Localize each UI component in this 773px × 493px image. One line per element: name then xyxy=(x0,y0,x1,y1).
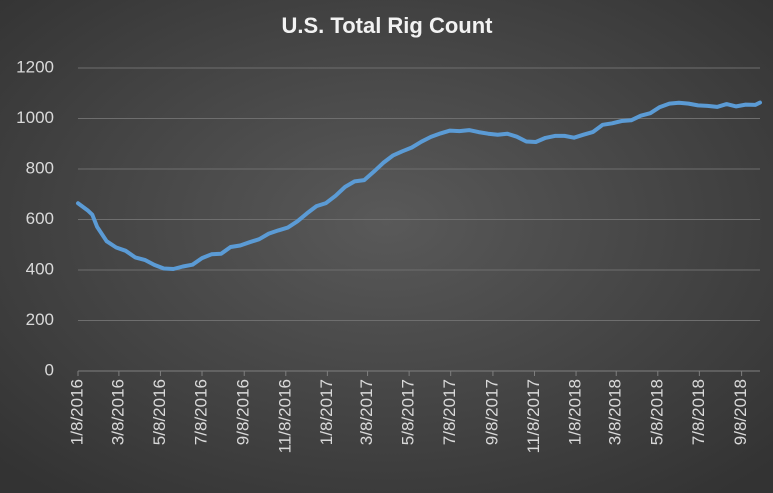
y-tick-label: 800 xyxy=(26,158,54,177)
x-tick-label: 1/8/2018 xyxy=(566,379,585,445)
x-tick-label: 9/8/2017 xyxy=(482,379,501,445)
x-tick-label: 9/8/2018 xyxy=(731,379,750,445)
x-tick-label: 5/8/2017 xyxy=(399,379,418,445)
x-tick-label: 1/8/2017 xyxy=(317,379,336,445)
y-tick-label: 200 xyxy=(26,310,54,329)
data-line xyxy=(76,100,762,271)
x-tick-label: 5/8/2018 xyxy=(647,379,666,445)
y-tick-label: 1200 xyxy=(16,57,54,76)
x-tick-label: 1/8/2016 xyxy=(67,379,86,445)
y-tick-label: 600 xyxy=(26,209,54,228)
x-tick-label: 5/8/2016 xyxy=(150,379,169,445)
x-tick-label: 3/8/2017 xyxy=(357,379,376,445)
chart-title: U.S. Total Rig Count xyxy=(281,13,493,38)
y-tick-label: 400 xyxy=(26,259,54,278)
x-tick-label: 11/8/2017 xyxy=(524,379,543,453)
x-tick-label: 7/8/2016 xyxy=(191,379,210,445)
x-tick-label: 3/8/2018 xyxy=(606,379,625,445)
x-tick-label: 7/8/2018 xyxy=(689,379,708,445)
x-tick-label: 11/8/2016 xyxy=(275,379,294,453)
y-tick-label: 1000 xyxy=(16,108,54,127)
y-tick-label: 0 xyxy=(45,360,54,379)
x-tick-label: 9/8/2016 xyxy=(234,379,253,445)
x-tick-label: 3/8/2016 xyxy=(108,379,127,445)
x-tick-label: 7/8/2017 xyxy=(440,379,459,445)
